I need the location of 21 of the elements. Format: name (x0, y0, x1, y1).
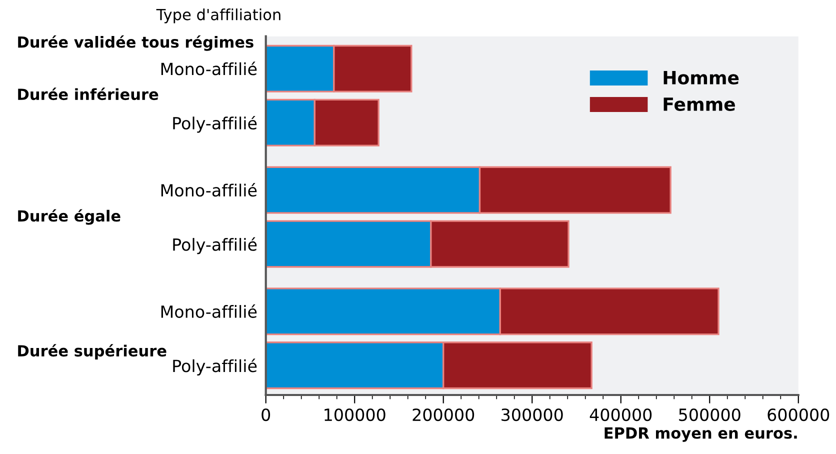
x-tick-label: 400000 (590, 408, 652, 422)
text: Durée supérieure (18, 344, 166, 360)
x-tick-label: 200000 (412, 408, 474, 422)
legend-label: Femme (664, 98, 735, 111)
x-axis-title: EPDR moyen en euros. (604, 427, 797, 442)
y-tick-label: Poly-affilié (173, 358, 257, 376)
y-tick-label: Mono-affilié (161, 304, 257, 318)
x-tick-label: 600000 (768, 408, 830, 422)
x-tick-label: 300000 (502, 408, 563, 422)
text: Durée égale (18, 209, 120, 225)
y-tick-label: Poly-affilié (173, 116, 257, 133)
text: Type d'affiliation (156, 8, 280, 24)
text: Durée inférieure (18, 88, 158, 100)
y-tick-label: Poly-affilié (173, 237, 257, 254)
legend-label: Homme (664, 71, 739, 84)
y-tick-label: Mono-affilié (161, 183, 257, 197)
x-tick-label: 0 (262, 408, 270, 422)
text: Durée validée tous régimes (18, 35, 254, 51)
y-tick-label: Mono-affilié (161, 62, 257, 76)
x-tick-label: 500000 (679, 408, 740, 422)
x-tick-label: 100000 (324, 408, 386, 422)
